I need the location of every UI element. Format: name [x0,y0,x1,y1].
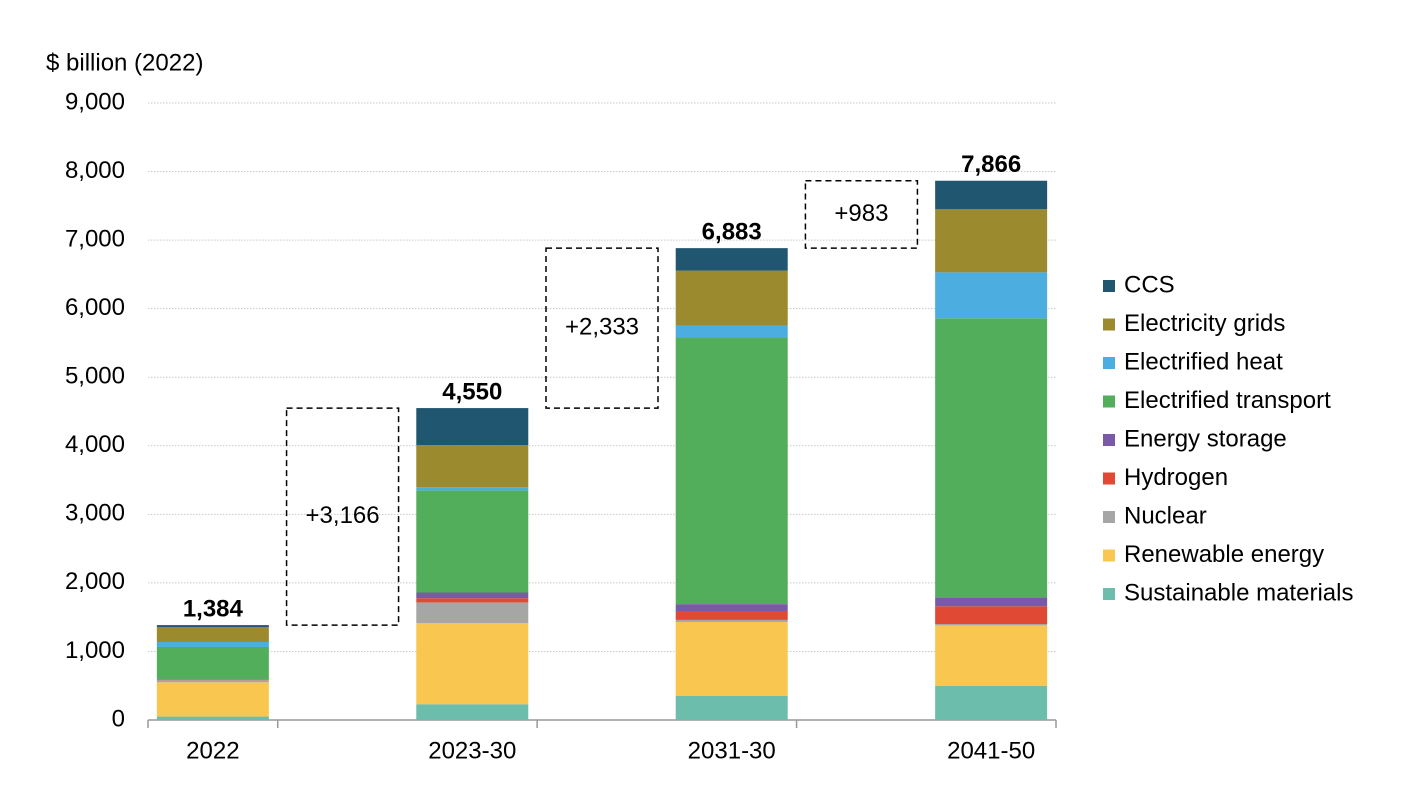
legend-label: Electrified transport [1124,387,1331,414]
bar-segment [416,602,529,623]
bar-segment [156,646,269,680]
change-label: +3,166 [306,502,380,529]
bar-segment [156,627,269,642]
change-label: +983 [834,200,888,227]
bar-segment [935,625,1048,686]
bar-segment [675,619,788,622]
legend-swatch [1103,511,1115,523]
bar-segment [675,337,788,605]
bar-segment [156,682,269,717]
bar-segment [416,704,529,720]
bar-segment [675,621,788,697]
legend-label: Sustainable materials [1124,579,1353,606]
total-label: 6,883 [702,218,762,245]
change-label: +2,333 [565,313,639,340]
bar-segment [675,270,788,326]
bar-segment [156,625,269,628]
bar-segment [416,622,529,705]
bar-segment [675,604,788,611]
bar-segment [416,592,529,599]
legend-swatch [1103,395,1115,408]
legend-swatch [1103,472,1115,485]
bar-segment [416,598,529,603]
x-tick-label: 2041-50 [947,737,1035,764]
y-tick-label: 2,000 [65,568,125,595]
legend-label: CCS [1124,271,1175,298]
bar-segment [935,272,1048,319]
bar-segment [675,325,788,338]
bar-segment [156,679,269,680]
bar-segment [935,180,1048,210]
legend-swatch [1103,357,1115,369]
legend-label: Nuclear [1124,502,1207,529]
bar-segment [675,610,788,620]
x-tick-label: 2023-30 [428,737,516,764]
bar-segment [935,606,1048,625]
y-tick-label: 0 [112,705,125,732]
bar-segment [675,696,788,720]
total-label: 4,550 [442,378,502,405]
legend-swatch [1103,280,1115,292]
bar-segment [416,487,529,491]
y-tick-label: 3,000 [65,500,125,527]
bar-segment [935,209,1048,273]
total-label: 7,866 [961,151,1021,178]
bar-segment [935,624,1048,626]
change-box [804,179,919,249]
legend-label: Electricity grids [1124,310,1285,337]
x-tick-label: 2031-30 [688,737,776,764]
bar-segment [156,680,269,683]
bar-segment [156,641,269,647]
bar-segment [935,685,1048,720]
bar-segment [935,597,1048,607]
legend-swatch [1103,434,1115,446]
bar-segment [416,445,529,488]
legend-label: Electrified heat [1124,348,1283,375]
y-tick-label: 1,000 [65,637,125,664]
bar-segment [156,716,269,720]
bar-segment [675,248,788,271]
change-box [285,407,400,626]
y-tick-label: 6,000 [65,294,125,321]
y-tick-label: 5,000 [65,363,125,390]
legend-swatch [1103,588,1115,600]
legend-label: Hydrogen [1124,464,1228,491]
y-tick-label: 4,000 [65,431,125,458]
y-axis-label: $ billion (2022) [46,49,203,76]
legend-label: Energy storage [1124,425,1287,452]
legend-swatch [1103,549,1115,562]
x-tick-label: 2022 [186,737,239,764]
legend-swatch [1103,318,1115,331]
bar-segment [935,318,1048,598]
bar-segment [416,490,529,593]
total-label: 1,384 [183,595,244,622]
change-box [545,247,659,409]
y-tick-label: 9,000 [65,88,125,115]
legend-label: Renewable energy [1124,541,1324,568]
y-tick-label: 8,000 [65,157,125,184]
y-tick-label: 7,000 [65,225,125,252]
bar-segment [416,408,529,446]
